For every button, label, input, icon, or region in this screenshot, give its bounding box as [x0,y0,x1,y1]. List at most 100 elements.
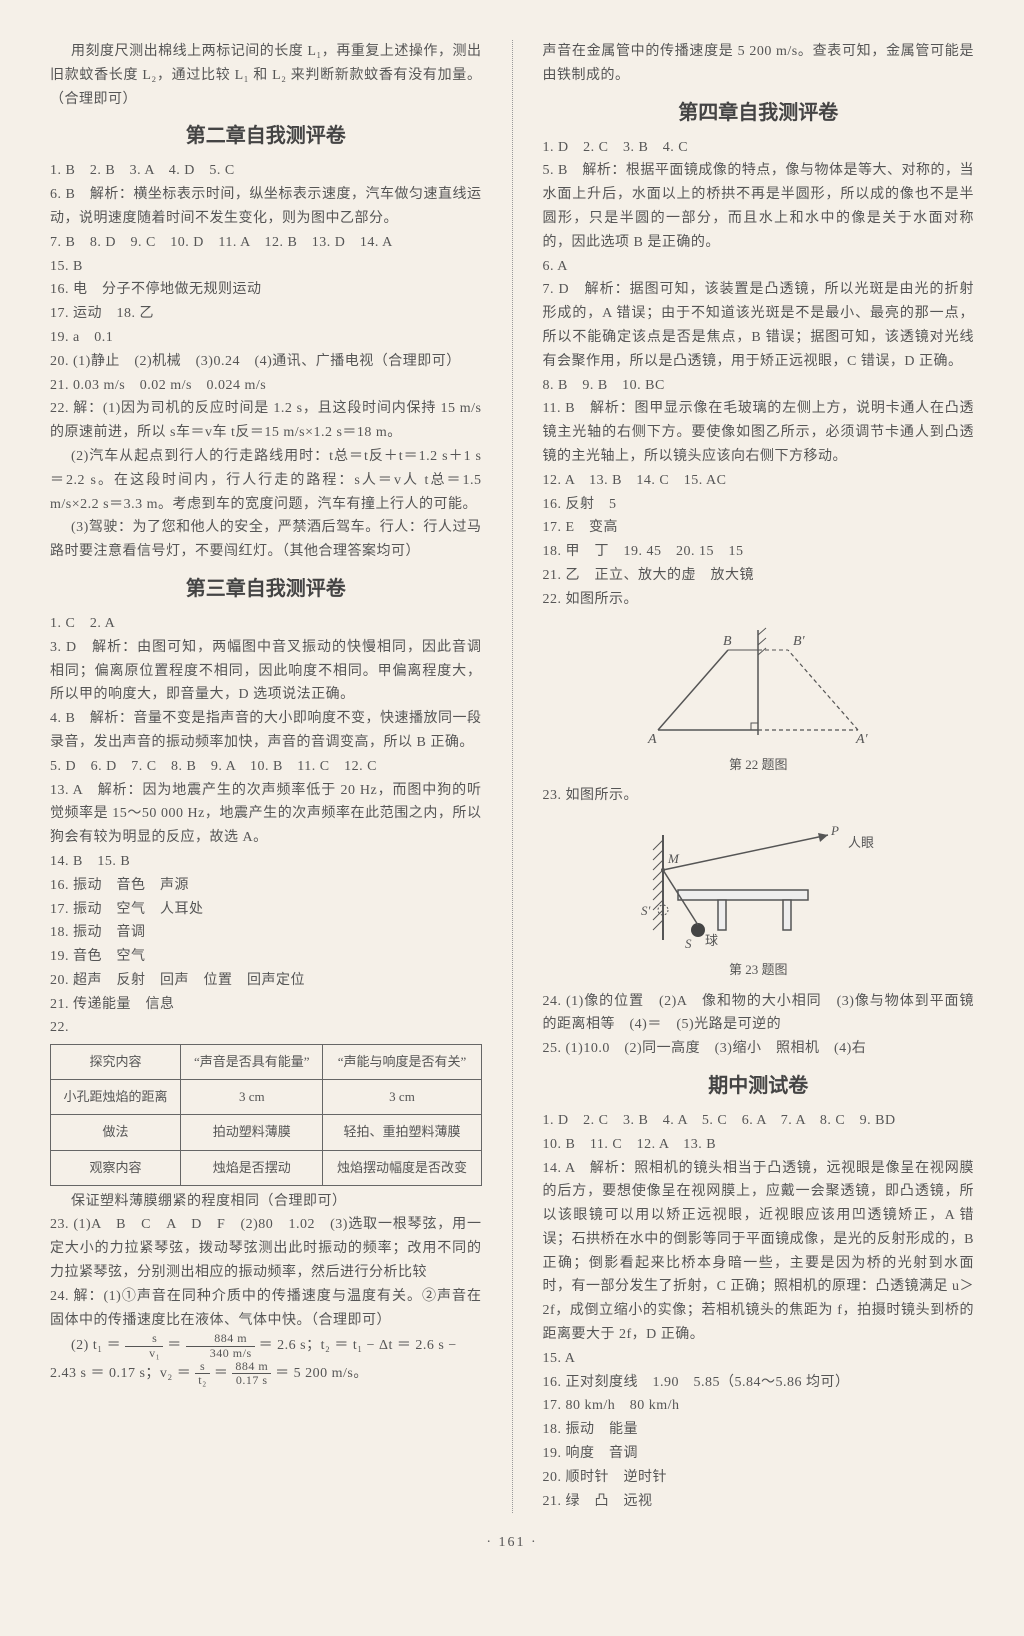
table-row: 做法 拍动塑料薄膜 轻拍、重拍塑料薄膜 [51,1115,482,1150]
ch4-q7: 7. D 解析：据图可知，该装置是凸透镜，所以光斑是由光的折射形成的，A 错误；… [543,278,975,373]
label-eye: 人眼 [848,835,874,850]
ch3-line6: 18. 振动 音调 [50,921,482,945]
ch3-q23: 23. (1)A B C A D F (2)80 1.02 (3)选取一根琴弦，… [50,1213,482,1284]
label-A: A [647,732,657,747]
ch3-line8: 20. 超声 反射 回声 位置 回声定位 [50,969,482,993]
table-cell: 小孔距烛焰的距离 [51,1080,181,1115]
ch4-line4: 12. A 13. B 14. C 15. AC [543,469,975,493]
fraction: s v₁ [125,1332,163,1359]
ch3-line3: 14. B 15. B [50,850,482,874]
ch4-q25: 25. (1)10.0 (2)同一高度 (3)缩小 照相机 (4)右 [543,1037,975,1061]
table-row: 观察内容 烛焰是否摆动 烛焰摆动幅度是否改变 [51,1150,482,1185]
fig23-diagram: P 人眼 M S′ S 球 第 23 题图 [543,815,975,981]
mid-q14: 14. A 解析：照相机的镜头相当于凸透镜，远视眼是像呈在视网膜的后方，要想使像… [543,1157,975,1347]
mid-line7: 19. 响度 音调 [543,1442,975,1466]
ch4-line1: 1. D 2. C 3. B 4. C [543,136,975,160]
fraction: 884 m 340 m/s [186,1332,255,1359]
ch3-q24c: 2.43 s ＝ 0.17 s；v₂ ＝ s t₂ ＝ 884 m 0.17 s… [50,1360,482,1387]
ch3-q24b: (2) t₁ ＝ s v₁ ＝ 884 m 340 m/s ＝ 2.6 s；t₂… [50,1332,482,1359]
ch4-q11: 11. B 解析：图甲显示像在毛玻璃的左侧上方，说明卡通人在凸透镜主光轴的右侧下… [543,397,975,468]
ch2-line3: 15. B [50,255,482,279]
mid-line2: 10. B 11. C 12. A 13. B [543,1133,975,1157]
right-column: 声音在金属管中的传播速度是 5 200 m/s。查表可知，金属管可能是由铁制成的… [543,40,975,1513]
table-cell: 做法 [51,1115,181,1150]
table-cell: 3 cm [181,1080,323,1115]
left-column: 用刻度尺测出棉线上两标记间的长度 L₁，再重复上述操作，测出旧款蚊香长度 L₂，… [50,40,482,1513]
ch2-title: 第二章自我测评卷 [50,119,482,153]
page-number: · 161 · [50,1531,974,1555]
ch3-line4: 16. 振动 音色 声源 [50,874,482,898]
ch2-line6: 19. a 0.1 [50,326,482,350]
ch2-line5: 17. 运动 18. 乙 [50,302,482,326]
text: ＝ 5 200 m/s。 [275,1366,368,1381]
ch2-line1: 1. B 2. B 3. A 4. D 5. C [50,159,482,183]
ch2-line8: 21. 0.03 m/s 0.02 m/s 0.024 m/s [50,374,482,398]
ch2-q22c: (3)驾驶：为了您和他人的安全，严禁酒后驾车。行人：行人过马路时要注意看信号灯，… [50,516,482,564]
table-cell: 3 cm [323,1080,481,1115]
ch4-line5: 16. 反射 5 [543,493,975,517]
fraction: 884 m 0.17 s [232,1360,271,1387]
ch3-after-table: 保证塑料薄膜绷紧的程度相同（合理即可） [50,1190,482,1214]
text: ＝ 2.6 s；t₂ ＝ t₁ − Δt ＝ 2.6 s − [259,1338,457,1353]
table-row: 探究内容 “声音是否具有能量” “声能与响度是否有关” [51,1045,482,1080]
ch2-line4: 16. 电 分子不停地做无规则运动 [50,278,482,302]
table-cell: 轻拍、重拍塑料薄膜 [323,1115,481,1150]
text: (2) t₁ ＝ [71,1338,121,1353]
ch4-line2: 6. A [543,255,975,279]
right-intro: 声音在金属管中的传播速度是 5 200 m/s。查表可知，金属管可能是由铁制成的… [543,40,975,88]
table-cell: 观察内容 [51,1150,181,1185]
ch3-line10: 22. [50,1016,482,1040]
table-cell: 烛焰摆动幅度是否改变 [323,1150,481,1185]
mid-line6: 18. 振动 能量 [543,1418,975,1442]
ch4-line8: 21. 乙 正立、放大的虚 放大镜 [543,564,975,588]
ch3-q24a: 24. 解：(1)①声音在同种介质中的传播速度与温度有关。②声音在固体中的传播速… [50,1285,482,1333]
ch3-line7: 19. 音色 空气 [50,945,482,969]
label-B: B [723,634,732,649]
label-Sp: S′ [641,903,651,918]
fig22-caption: 第 22 题图 [543,754,975,776]
ch2-q6: 6. B 解析：横坐标表示时间，纵坐标表示速度，汽车做匀速直线运动，说明速度随着… [50,183,482,231]
label-ball: 球 [705,933,718,948]
mid-title: 期中测试卷 [543,1069,975,1103]
table-cell: “声音是否具有能量” [181,1045,323,1080]
fig22-diagram: B B′ A A′ 第 22 题图 [543,620,975,776]
ch4-line9: 22. 如图所示。 [543,588,975,612]
label-S: S [685,936,692,951]
ch2-q22a: 22. 解：(1)因为司机的反应时间是 1.2 s，且这段时间内保持 15 m/… [50,397,482,445]
label-M: M [667,851,680,866]
table-cell: 烛焰是否摆动 [181,1150,323,1185]
text: 2.43 s ＝ 0.17 s；v₂ ＝ [50,1366,191,1381]
column-divider [512,40,513,1513]
ch3-line2: 5. D 6. D 7. C 8. B 9. A 10. B 11. C 12.… [50,755,482,779]
label-Ap: A′ [855,732,869,747]
table-cell: “声能与响度是否有关” [323,1045,481,1080]
ch2-q22b: (2)汽车从起点到行人的行走路线用时：t总＝t反＋t＝1.2 s＋1 s＝2.2… [50,445,482,516]
fraction: s t₂ [195,1360,210,1387]
ch4-line10: 23. 如图所示。 [543,784,975,808]
ch3-q22-table: 探究内容 “声音是否具有能量” “声能与响度是否有关” 小孔距烛焰的距离 3 c… [50,1044,482,1185]
mid-line3: 15. A [543,1347,975,1371]
table-row: 小孔距烛焰的距离 3 cm 3 cm [51,1080,482,1115]
ch3-q13: 13. A 解析：因为地震产生的次声频率低于 20 Hz，而图中狗的听觉频率是 … [50,779,482,850]
label-Bp: B′ [793,634,806,649]
left-intro: 用刻度尺测出棉线上两标记间的长度 L₁，再重复上述操作，测出旧款蚊香长度 L₂，… [50,40,482,111]
ch4-line6: 17. E 变高 [543,516,975,540]
ch3-line9: 21. 传递能量 信息 [50,993,482,1017]
mid-line1: 1. D 2. C 3. B 4. A 5. C 6. A 7. A 8. C … [543,1109,975,1133]
mid-line9: 21. 绿 凸 远视 [543,1490,975,1514]
ch3-title: 第三章自我测评卷 [50,572,482,606]
ch2-line2: 7. B 8. D 9. C 10. D 11. A 12. B 13. D 1… [50,231,482,255]
ch3-line1: 1. C 2. A [50,612,482,636]
ch4-title: 第四章自我测评卷 [543,96,975,130]
ch4-q24: 24. (1)像的位置 (2)A 像和物的大小相同 (3)像与物体到平面镜的距离… [543,990,975,1038]
table-cell: 拍动塑料薄膜 [181,1115,323,1150]
text: ＝ [167,1338,182,1353]
ch4-line7: 18. 甲 丁 19. 45 20. 15 15 [543,540,975,564]
table-cell: 探究内容 [51,1045,181,1080]
two-column-layout: 用刻度尺测出棉线上两标记间的长度 L₁，再重复上述操作，测出旧款蚊香长度 L₂，… [50,40,974,1513]
text: ＝ [214,1366,229,1381]
ch2-line7: 20. (1)静止 (2)机械 (3)0.24 (4)通讯、广播电视（合理即可） [50,350,482,374]
mid-line5: 17. 80 km/h 80 km/h [543,1394,975,1418]
ch3-q3: 3. D 解析：由图可知，两幅图中音叉振动的快慢相同，因此音调相同；偏离原位置程… [50,636,482,707]
ch3-q4: 4. B 解析：音量不变是指声音的大小即响度不变，快速播放同一段录音，发出声音的… [50,707,482,755]
